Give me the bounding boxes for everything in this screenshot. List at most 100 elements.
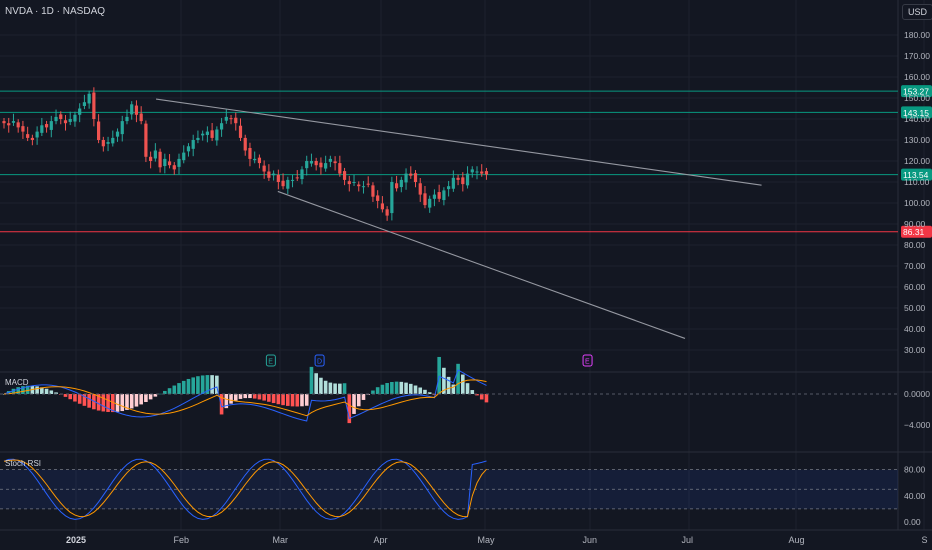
time-tick-label: 2025 <box>66 535 86 545</box>
macd-histogram-bar <box>215 375 219 394</box>
macd-histogram-bar <box>323 380 328 394</box>
candle-body <box>267 171 271 178</box>
macd-histogram-bar <box>361 394 366 400</box>
macd-histogram-bar <box>404 382 408 394</box>
macd-histogram-bar <box>120 394 125 412</box>
level-tag <box>901 85 932 98</box>
candle-body <box>404 173 408 183</box>
level-label: 153.27 <box>903 87 929 97</box>
candle-body <box>54 116 58 122</box>
candle-body <box>35 131 39 138</box>
event-badge-label: E <box>585 359 590 366</box>
macd-histogram-bar <box>461 374 465 394</box>
macd-tick-label: 0.0000 <box>904 389 930 399</box>
level-tag <box>901 106 932 119</box>
candle-body <box>380 203 384 210</box>
candle-body <box>286 179 290 189</box>
price-tick-label: 90.00 <box>904 219 926 229</box>
macd-histogram-bar <box>205 375 210 394</box>
macd-histogram-bar <box>427 392 432 394</box>
macd-histogram-bar <box>371 390 375 394</box>
macd-histogram-bar <box>11 388 16 394</box>
candle-body <box>16 122 20 128</box>
macd-histogram-bar <box>276 394 281 405</box>
macd-histogram-bar <box>465 383 470 394</box>
macd-histogram-bar <box>2 394 6 395</box>
time-tick-label: Jul <box>682 535 694 545</box>
macd-histogram-bar <box>451 384 456 394</box>
candle-body <box>361 186 366 188</box>
price-tick-label: 80.00 <box>904 240 926 250</box>
candle-body <box>210 130 214 138</box>
candle-body <box>130 104 134 115</box>
price-tick-label: 50.00 <box>904 303 926 313</box>
macd-histogram-bar <box>68 394 73 400</box>
candle-body <box>7 123 11 126</box>
macd-histogram-bar <box>224 394 229 409</box>
candle-body <box>475 171 479 173</box>
macd-histogram-bar <box>356 394 361 407</box>
candle-body <box>399 179 403 188</box>
candle-body <box>423 193 427 206</box>
macd-histogram-bar <box>347 394 352 424</box>
candle-body <box>451 177 455 189</box>
macd-histogram-bar <box>238 394 243 399</box>
candle-body <box>465 173 470 186</box>
macd-histogram-bar <box>314 373 318 394</box>
candle-body <box>158 151 162 168</box>
price-tick-label: 120.00 <box>904 156 930 166</box>
time-tick-label: Apr <box>374 535 388 545</box>
price-tick-label: 150.00 <box>904 93 930 103</box>
macd-histogram-bar <box>281 394 285 406</box>
candle-body <box>342 171 347 180</box>
signal-line <box>3 379 487 417</box>
macd-histogram-bar <box>352 394 356 414</box>
level-label: 143.15 <box>903 108 929 118</box>
macd-title: MACD <box>5 378 29 387</box>
level-label: 113.54 <box>903 170 929 180</box>
macd-histogram-bar <box>475 394 479 396</box>
symbol-title: NVDA · 1D · NASDAQ <box>5 6 106 17</box>
candle-body <box>333 161 337 164</box>
candle-body <box>238 125 243 138</box>
macd-histogram-bar <box>442 367 446 394</box>
level-label: 86.31 <box>903 227 925 237</box>
candle-body <box>418 183 422 195</box>
macd-histogram-bar <box>73 394 77 402</box>
time-tick-label: Mar <box>273 535 289 545</box>
time-tick-label: Feb <box>174 535 190 545</box>
macd-histogram-bar <box>394 381 399 394</box>
candle-body <box>167 161 172 166</box>
macd-histogram-bar <box>96 394 101 411</box>
candle-body <box>63 120 68 124</box>
event-badge <box>314 354 325 367</box>
macd-line <box>3 369 487 422</box>
price-tick-label: 170.00 <box>904 51 930 61</box>
candle-body <box>376 195 380 201</box>
macd-histogram-bar <box>229 394 233 404</box>
macd-histogram-bar <box>106 394 110 412</box>
candle-body <box>11 121 16 123</box>
macd-histogram-bar <box>181 380 186 394</box>
macd-histogram-bar <box>21 386 25 394</box>
macd-histogram-bar <box>167 388 172 394</box>
candle-body <box>371 185 375 197</box>
macd-histogram-bar <box>172 385 177 394</box>
candle-body <box>115 131 120 137</box>
currency-button[interactable]: USD <box>902 4 932 20</box>
candle-body <box>305 161 309 169</box>
candle-body <box>357 184 361 187</box>
price-tick-label: 180.00 <box>904 30 930 40</box>
candle-body <box>2 121 6 124</box>
candle-body <box>92 92 96 119</box>
candle-body <box>290 179 295 181</box>
candle-body <box>309 161 314 164</box>
macd-histogram-bar <box>418 387 423 394</box>
candle-body <box>106 142 110 144</box>
macd-histogram-bar <box>87 394 91 408</box>
macd-histogram-bar <box>210 375 214 394</box>
candle-body <box>172 165 176 170</box>
candle-body <box>272 173 276 176</box>
